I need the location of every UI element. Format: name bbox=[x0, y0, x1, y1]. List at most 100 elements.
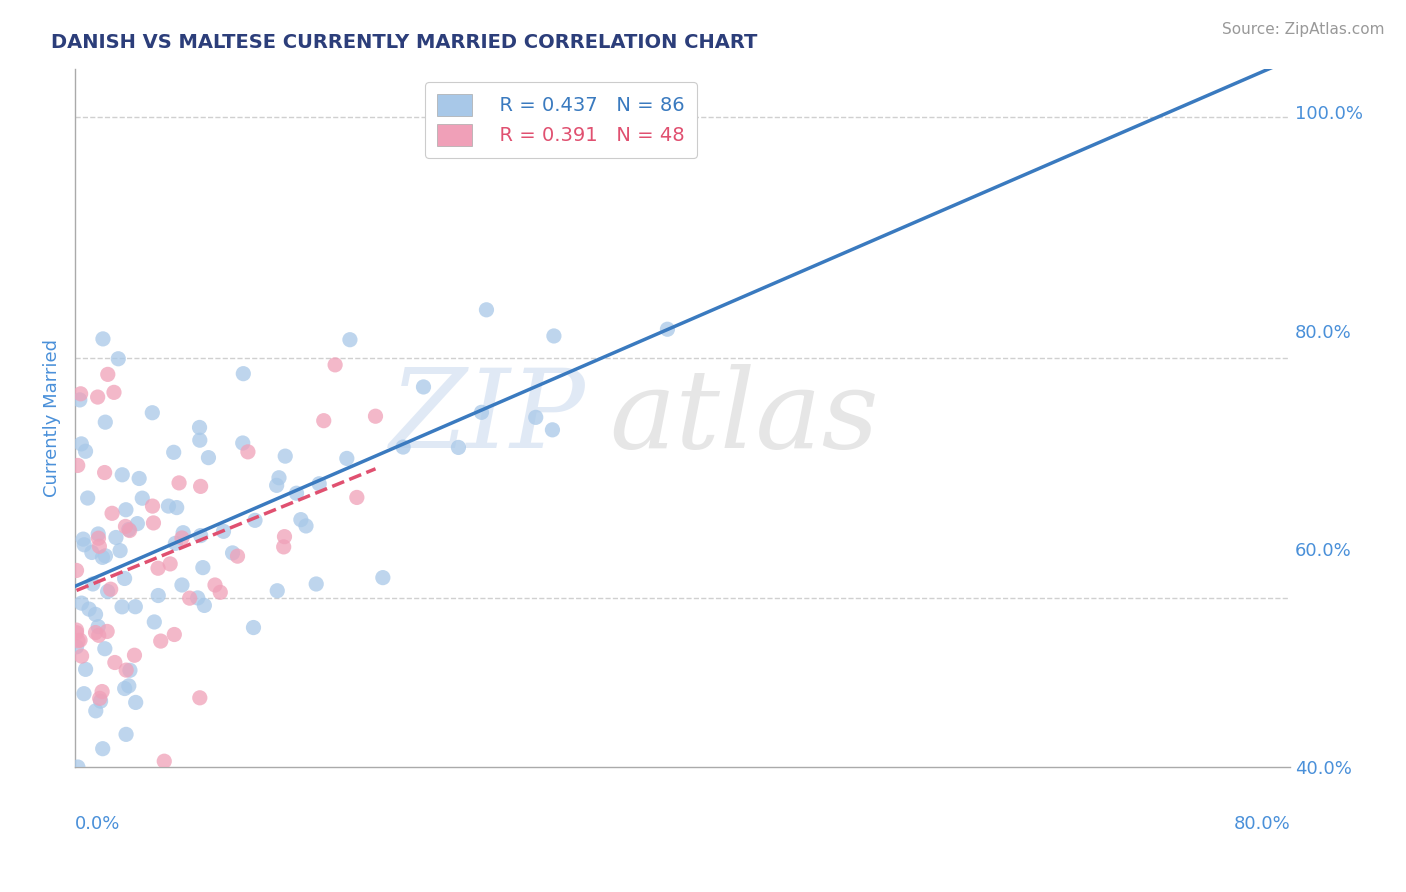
Point bbox=[232, 367, 254, 381]
Point bbox=[114, 519, 136, 533]
Point bbox=[243, 513, 266, 527]
Point bbox=[285, 486, 308, 500]
Point bbox=[470, 405, 492, 419]
Point bbox=[170, 531, 193, 545]
Point bbox=[114, 681, 136, 696]
Point bbox=[266, 583, 288, 598]
Point bbox=[159, 557, 181, 571]
Point bbox=[87, 527, 110, 541]
Point bbox=[323, 358, 346, 372]
Text: DANISH VS MALTESE CURRENTLY MARRIED CORRELATION CHART: DANISH VS MALTESE CURRENTLY MARRIED CORR… bbox=[51, 33, 756, 52]
Point bbox=[148, 589, 170, 603]
Point bbox=[70, 596, 93, 610]
Point bbox=[118, 679, 141, 693]
Point bbox=[91, 332, 114, 346]
Point bbox=[66, 458, 89, 473]
Point bbox=[118, 524, 141, 538]
Point bbox=[125, 695, 148, 709]
Point bbox=[94, 641, 117, 656]
Point bbox=[91, 550, 114, 565]
Point bbox=[65, 563, 87, 577]
Point bbox=[84, 704, 107, 718]
Point bbox=[70, 649, 93, 664]
Point bbox=[188, 690, 211, 705]
Point bbox=[97, 584, 120, 599]
Point bbox=[657, 322, 679, 336]
Point bbox=[75, 662, 97, 676]
Point bbox=[163, 627, 186, 641]
Point bbox=[346, 491, 368, 505]
Point bbox=[141, 406, 163, 420]
Legend:   R = 0.437   N = 86,   R = 0.391   N = 48: R = 0.437 N = 86, R = 0.391 N = 48 bbox=[425, 82, 697, 158]
Point bbox=[165, 536, 187, 550]
Point bbox=[267, 471, 290, 485]
Point bbox=[273, 530, 295, 544]
Point bbox=[172, 525, 194, 540]
Point bbox=[111, 467, 134, 482]
Point bbox=[266, 478, 288, 492]
Point bbox=[75, 444, 97, 458]
Point bbox=[204, 578, 226, 592]
Point bbox=[290, 513, 312, 527]
Point bbox=[475, 302, 498, 317]
Point bbox=[87, 531, 110, 545]
Point bbox=[65, 623, 87, 637]
Point bbox=[188, 420, 211, 434]
Point bbox=[111, 599, 134, 614]
Point bbox=[308, 476, 330, 491]
Point bbox=[73, 687, 96, 701]
Point bbox=[163, 445, 186, 459]
Point bbox=[77, 602, 100, 616]
Point bbox=[65, 625, 87, 640]
Point bbox=[179, 591, 201, 606]
Point bbox=[190, 479, 212, 493]
Point bbox=[157, 499, 180, 513]
Point bbox=[73, 538, 96, 552]
Y-axis label: Currently Married: Currently Married bbox=[44, 339, 60, 497]
Point bbox=[65, 640, 87, 654]
Point bbox=[69, 633, 91, 648]
Point bbox=[339, 333, 361, 347]
Point bbox=[115, 663, 138, 677]
Point bbox=[118, 523, 141, 537]
Point bbox=[212, 524, 235, 539]
Point bbox=[115, 502, 138, 516]
Point bbox=[371, 571, 394, 585]
Point bbox=[69, 392, 91, 407]
Point bbox=[87, 620, 110, 634]
Point bbox=[142, 516, 165, 530]
Point bbox=[84, 607, 107, 622]
Point bbox=[273, 540, 295, 554]
Point bbox=[128, 471, 150, 485]
Point bbox=[94, 415, 117, 429]
Point bbox=[107, 351, 129, 366]
Point bbox=[90, 694, 112, 708]
Point bbox=[108, 543, 131, 558]
Point bbox=[541, 423, 564, 437]
Point bbox=[70, 437, 93, 451]
Point bbox=[153, 754, 176, 768]
Point bbox=[114, 572, 136, 586]
Point bbox=[91, 741, 114, 756]
Point bbox=[274, 449, 297, 463]
Point bbox=[209, 585, 232, 599]
Point bbox=[118, 663, 141, 677]
Point bbox=[412, 380, 434, 394]
Point bbox=[197, 450, 219, 465]
Point bbox=[305, 577, 328, 591]
Point bbox=[543, 329, 565, 343]
Point bbox=[76, 491, 98, 505]
Point bbox=[104, 531, 127, 545]
Point bbox=[91, 684, 114, 698]
Point bbox=[103, 385, 125, 400]
Text: 0.0%: 0.0% bbox=[75, 815, 121, 833]
Point bbox=[149, 634, 172, 648]
Point bbox=[93, 466, 115, 480]
Point bbox=[447, 441, 470, 455]
Point bbox=[89, 539, 111, 553]
Point bbox=[86, 390, 108, 404]
Point bbox=[80, 545, 103, 559]
Point bbox=[232, 436, 254, 450]
Text: 80.0%: 80.0% bbox=[1233, 815, 1291, 833]
Point bbox=[242, 621, 264, 635]
